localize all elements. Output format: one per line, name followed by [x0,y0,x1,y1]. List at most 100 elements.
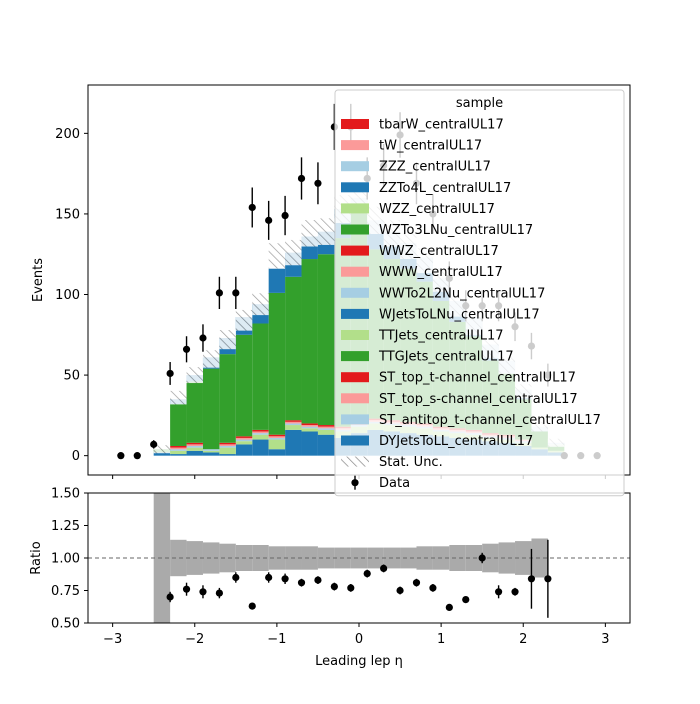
data-point [215,289,223,297]
bar-WWTo2L2Nu_centralUL17-bin-9 [301,426,318,429]
data-point [199,334,207,342]
legend-label: ST_top_t-channel_centralUL17 [379,371,576,386]
ratio-unc-bin-1 [170,539,187,577]
legend-label: Data [379,476,410,491]
x-tick-label: −1 [267,632,286,647]
legend-swatch [341,287,369,298]
ratio-unc-band [153,493,548,623]
bar-DYJetsToLL_centralUL17-bin-3 [202,452,220,456]
bar-DYJetsToLL_centralUL17-bin-4 [219,454,236,456]
data-point [117,452,125,460]
bar-WWW_centralUL17-bin-5 [235,437,253,440]
bar-WWZ_centralUL17-bin-1 [170,445,187,448]
legend-label: Stat. Unc. [379,455,443,470]
bar-TTJets_centralUL17-bin-3 [202,450,220,453]
stat-unc-bin-7 [268,243,286,269]
bar-TTJets_centralUL17-bin-8 [285,425,302,430]
ratio-points [166,539,552,618]
data-point [265,216,273,224]
stat-unc-bin-10 [317,218,335,245]
ratio-point [544,575,552,583]
legend-label: DYJetsToLL_centralUL17 [379,434,533,449]
bar-WWW_centralUL17-bin-8 [285,421,302,424]
bar-TTJets_centralUL17-bin-5 [235,441,253,445]
ratio-unc-bin-6 [252,545,269,571]
ratio-point [412,579,421,587]
bar-WWZ_centralUL17-bin-10 [317,425,335,427]
ratio-y-axis-label: Ratio [29,541,44,574]
bar-DYJetsToLL_centralUL17-bin-7 [268,449,286,456]
x-tick-label: 1 [437,632,445,647]
legend-frame [334,89,625,497]
bar-TTJets_centralUL17-bin-1 [170,450,187,455]
legend-swatch [341,393,369,404]
x-tick-label: 2 [519,632,527,647]
ratio-point [347,584,355,592]
x-tick-label: −3 [103,632,122,647]
bar-WWTo2L2Nu_centralUL17-bin-2 [186,445,203,448]
ratio-unc-bin-15 [400,547,417,569]
ratio-point [281,575,289,583]
bar-ZZTo4L_centralUL17-bin-7 [268,268,286,293]
legend-label: WJetsToLNu_centralUL17 [379,307,540,322]
legend-label: TTGJets_centralUL17 [378,350,514,365]
ratio-y-ticks: 0.50 0.75 1.00 1.25 1.50 [51,487,88,632]
legend-swatch [341,161,369,172]
legend-swatch [341,266,369,277]
bar-WWZ_centralUL17-bin-6 [252,429,269,432]
bar-WZTo3LNu_centralUL17-bin-4 [219,354,236,443]
ratio-point [265,573,273,582]
legend-swatch [341,245,369,256]
ratio-y-tick-label: 0.50 [51,617,80,632]
x-tick-label: 0 [355,632,363,647]
bar-WWTo2L2Nu_centralUL17-bin-5 [235,439,253,442]
bar-WWW_centralUL17-bin-1 [170,447,187,450]
data-point [150,440,158,448]
bar-TTJets_centralUL17-bin-2 [186,447,203,451]
ratio-point [330,583,338,591]
data-point [297,174,306,183]
stat-unc-bin-8 [285,239,302,266]
bar-WWZ_centralUL17-bin-4 [219,442,236,445]
legend-label: WWZ_centralUL17 [379,244,499,259]
x-tick-label: 3 [601,632,609,647]
legend-swatch [341,330,369,340]
x-axis-label: Leading lep η [315,654,403,669]
bar-DYJetsToLL_centralUL17-bin-6 [252,439,269,456]
legend-swatch [341,414,369,425]
data-point [133,452,141,460]
ratio-point [215,589,223,597]
ratio-point [495,588,503,596]
bar-WWW_centralUL17-bin-2 [186,444,203,446]
bar-WZTo3LNu_centralUL17-bin-10 [317,254,335,426]
y-tick-label: 100 [55,288,80,303]
ratio-panel: 0.50 0.75 1.00 1.25 1.50 −3 −2 −1 0 1 2 3 Ratio Le… [29,487,631,669]
ratio-unc-bin-3 [202,542,220,574]
bar-WWZ_centralUL17-bin-5 [235,436,253,438]
legend-swatch [341,203,369,214]
bar-WWTo2L2Nu_centralUL17-bin-3 [202,449,220,451]
ratio-point [166,593,174,601]
bar-WZTo3LNu_centralUL17-bin-2 [186,381,203,443]
legend-label: WWTo2L2Nu_centralUL17 [379,286,545,301]
legend-swatch [341,224,369,235]
y-tick-label: 50 [63,369,80,384]
bar-WWTo2L2Nu_centralUL17-bin-6 [252,433,269,435]
bar-WWTo2L2Nu_centralUL17-bin-8 [285,423,302,426]
ratio-unc-bin-21 [498,542,516,574]
legend-swatch-hatch [341,456,369,467]
legend-label: TTJets_centralUL17 [378,329,504,344]
data-point [182,345,191,353]
bar-DYJetsToLL_centralUL17-bin-5 [235,444,253,456]
ratio-point [363,570,371,578]
bar-TTJets_centralUL17-bin-10 [317,429,335,435]
ratio-point [511,588,519,596]
ratio-unc-bin-18 [449,545,466,571]
bar-DYJetsToLL_centralUL17-bin-2 [186,450,203,456]
bar-WWW_centralUL17-bin-7 [268,436,286,438]
bar-DYJetsToLL_centralUL17-bin-0 [153,452,171,456]
stat-unc-bin-0 [153,445,171,454]
data-point [314,179,322,187]
ratio-unc-bin-9 [301,546,318,570]
